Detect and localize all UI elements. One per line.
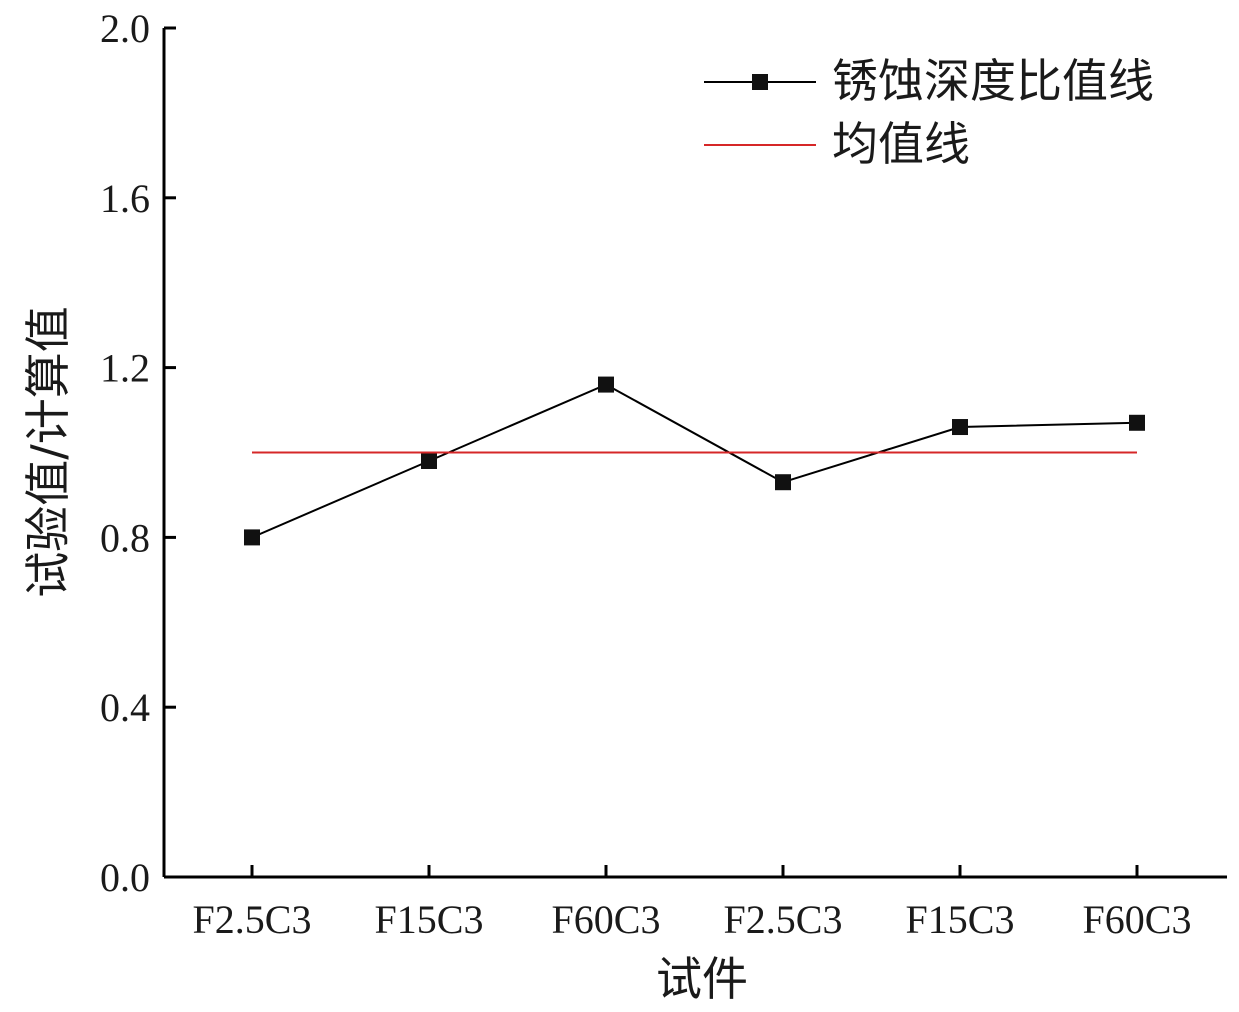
x-ticks: F2.5C3 F15C3 F60C3 F2.5C3 F15C3 F60C3 (193, 865, 1192, 942)
y-tick-label: 1.6 (100, 176, 150, 221)
legend-label-ratio: 锈蚀深度比值线 (832, 54, 1154, 108)
ratio-data-point (1129, 414, 1145, 431)
x-tick-label: F60C3 (1083, 897, 1192, 942)
y-tick-label: 2.0 (100, 6, 150, 51)
x-tick-label: F15C3 (906, 897, 1015, 942)
ratio-data-point (421, 452, 437, 469)
y-tick-label: 0.4 (100, 685, 150, 730)
x-tick-label: F2.5C3 (193, 897, 312, 942)
ratio-data-point (775, 474, 791, 491)
x-tick-label: F15C3 (375, 897, 484, 942)
x-tick-label: F2.5C3 (724, 897, 843, 942)
legend: 锈蚀深度比值线 均值线 (704, 54, 1154, 171)
y-ticks: 0.0 0.4 0.8 1.2 1.6 2.0 (100, 6, 176, 900)
series-layer (244, 376, 1145, 546)
legend-marker-ratio (752, 74, 768, 90)
x-axis-title: 试件 (656, 952, 748, 1006)
y-axis-title: 试验值/计算值 (21, 306, 75, 598)
plot-area: 0.00.40.81.21.62.0 F2.5C3 F15C3 F60C3 F2.5C… (100, 6, 1227, 942)
ratio-series-line (251, 383, 1138, 539)
y-tick-label: 1.2 (100, 346, 150, 391)
y-tick-label: 0.8 (100, 515, 150, 560)
y-tick-label: 0.0 (100, 855, 150, 900)
ratio-data-point (598, 376, 614, 393)
legend-label-mean: 均值线 (832, 117, 970, 171)
x-tick-label: F60C3 (552, 897, 661, 942)
ratio-data-point (244, 529, 260, 546)
ratio-data-point (952, 419, 968, 436)
